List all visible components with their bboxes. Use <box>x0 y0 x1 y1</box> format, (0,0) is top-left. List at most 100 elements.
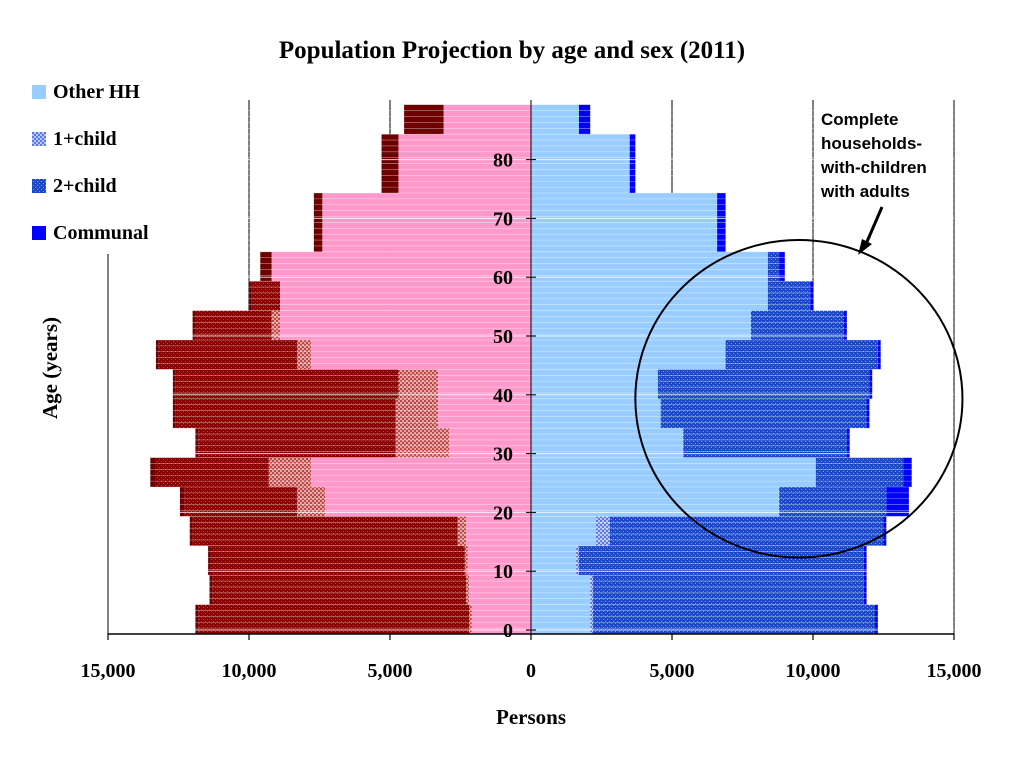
female-bar-other-hh <box>443 104 531 135</box>
female-bar-communal <box>155 340 159 370</box>
male-bar-other-hh <box>531 545 577 576</box>
female-bar-other-hh <box>280 310 531 340</box>
male-bar-communal <box>717 193 726 223</box>
female-bar-1-child <box>296 340 312 370</box>
male-bar-communal <box>863 575 867 605</box>
annotation-line: Complete <box>821 110 898 129</box>
x-tick-label: 15,000 <box>81 660 136 682</box>
male-bar-1-child <box>590 575 594 605</box>
female-bar-1-child <box>398 369 438 399</box>
female-bar-1-child <box>395 428 450 458</box>
male-bar-other-hh <box>531 134 630 164</box>
female-bar-2-child <box>251 281 281 311</box>
legend-label: 2+child <box>53 175 117 197</box>
female-bar-other-hh <box>311 457 531 487</box>
male-bar-2-child <box>593 575 864 605</box>
male-bar-communal <box>717 222 726 252</box>
annotation-line: households- <box>821 134 922 153</box>
y-tick-label: 40 <box>493 385 513 407</box>
x-tick-label: 10,000 <box>786 660 841 682</box>
y-tick-label: 70 <box>493 208 513 230</box>
male-bar-communal <box>886 487 909 517</box>
legend-swatch <box>32 85 46 99</box>
female-bar-communal <box>208 545 211 576</box>
female-bar-1-child <box>457 516 467 546</box>
female-bar-communal <box>260 251 272 282</box>
male-bar-2-child <box>660 398 867 429</box>
male-bar-2-child <box>779 487 887 517</box>
y-tick-label: 30 <box>493 444 513 466</box>
female-bar-other-hh <box>322 222 531 252</box>
legend-label: Other HH <box>53 81 140 103</box>
annotation-arrow <box>864 206 884 245</box>
male-bar-communal <box>863 545 867 576</box>
male-bar-communal <box>903 457 912 487</box>
male-bar-2-child <box>725 340 878 370</box>
female-bar-communal <box>195 428 199 458</box>
y-tick-label: 10 <box>493 561 513 583</box>
male-bar-other-hh <box>531 281 768 311</box>
annotation-ellipse <box>634 239 964 559</box>
y-tick-label: 60 <box>493 267 513 289</box>
female-bar-communal <box>192 310 196 340</box>
male-bar-1-child <box>595 516 610 546</box>
female-bar-2-child <box>198 428 396 458</box>
female-bar-2-child <box>184 487 297 517</box>
legend-label: Communal <box>53 222 149 244</box>
annotation-line: with adults <box>820 182 910 201</box>
female-bar-other-hh <box>271 251 531 282</box>
female-bar-communal <box>179 487 185 517</box>
female-bar-other-hh <box>311 340 531 370</box>
male-bar-other-hh <box>531 251 768 282</box>
chart-title: Population Projection by age and sex (20… <box>279 37 745 64</box>
y-axis-label: Age (years) <box>38 317 62 419</box>
female-bar-communal <box>189 516 193 546</box>
x-tick-label: 15,000 <box>927 660 982 682</box>
male-bar-2-child <box>683 428 847 458</box>
female-bar-2-child <box>158 340 297 370</box>
male-bar-other-hh <box>531 398 661 429</box>
female-bar-2-child <box>192 516 458 546</box>
male-bar-2-child <box>593 604 876 634</box>
bars <box>150 104 912 634</box>
female-bar-communal <box>209 575 213 605</box>
male-bar-other-hh <box>531 340 726 370</box>
male-bar-other-hh <box>531 516 596 546</box>
female-bar-communal <box>313 222 323 252</box>
female-bar-other-hh <box>471 604 531 634</box>
female-bar-other-hh <box>449 428 531 458</box>
female-bar-communal <box>195 604 199 634</box>
male-bar-communal <box>629 163 636 193</box>
annotation-text: Complete households-with-children with adu… <box>820 110 927 201</box>
male-bar-communal <box>866 398 870 429</box>
female-bar-other-hh <box>468 575 531 605</box>
female-bar-communal <box>172 369 176 399</box>
female-bar-2-child <box>195 310 272 340</box>
male-bar-communal <box>578 104 591 135</box>
female-bar-communal <box>150 457 156 487</box>
female-bar-communal <box>404 104 444 135</box>
female-bar-1-child <box>464 545 468 576</box>
female-bar-other-hh <box>322 193 531 223</box>
male-bar-2-child <box>767 251 780 282</box>
y-tick-label: 80 <box>493 150 513 172</box>
male-bar-1-child <box>590 604 594 634</box>
female-bar-2-child <box>175 369 399 399</box>
male-bar-communal <box>875 604 878 634</box>
female-bar-2-child <box>210 545 465 576</box>
female-bar-other-hh <box>467 545 531 576</box>
male-bar-communal <box>869 369 873 399</box>
male-bar-communal <box>883 516 887 546</box>
female-bar-1-child <box>395 398 438 429</box>
male-bar-communal <box>629 134 636 164</box>
female-bar-other-hh <box>466 516 531 546</box>
male-bar-2-child <box>767 281 811 311</box>
female-bar-other-hh <box>325 487 531 517</box>
female-bar-communal <box>381 163 399 193</box>
male-bar-2-child <box>750 310 845 340</box>
female-bar-other-hh <box>398 163 531 193</box>
female-bar-communal <box>249 281 252 311</box>
female-bar-2-child <box>155 457 269 487</box>
male-bar-other-hh <box>531 104 579 135</box>
male-bar-1-child <box>576 545 579 576</box>
